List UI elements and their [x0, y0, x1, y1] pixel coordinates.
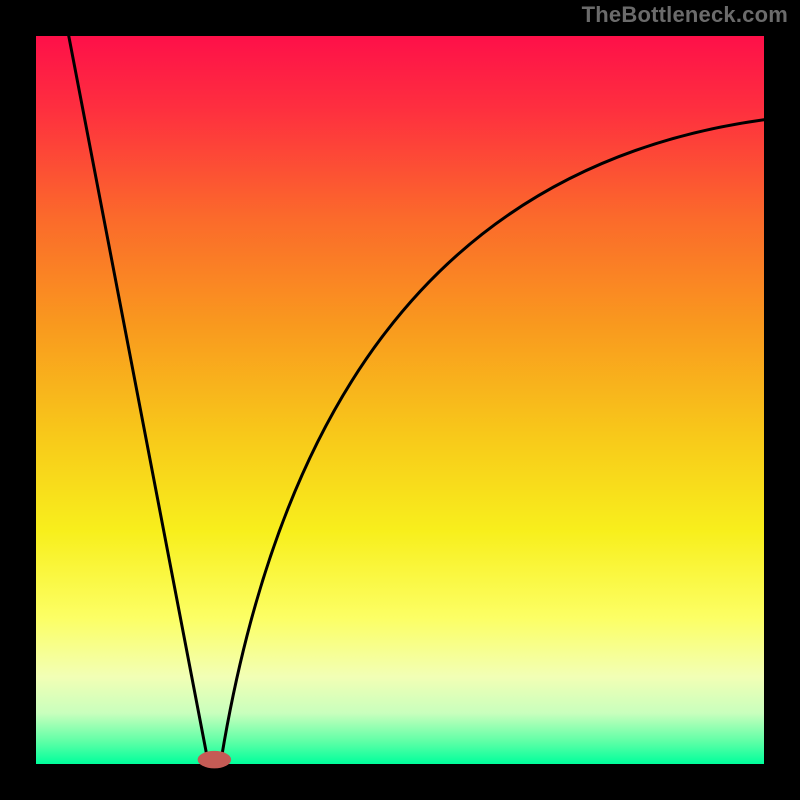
minimum-marker [198, 751, 231, 768]
watermark-text: TheBottleneck.com [582, 2, 788, 28]
chart-stage: TheBottleneck.com [0, 0, 800, 800]
bottleneck-chart [0, 0, 800, 800]
